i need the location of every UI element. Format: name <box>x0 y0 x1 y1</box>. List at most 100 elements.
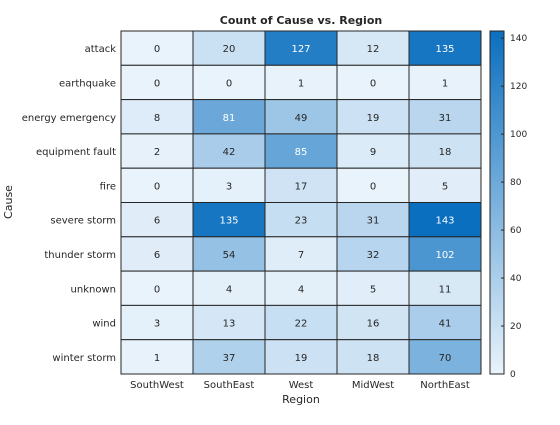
heatmap-cell <box>408 304 482 341</box>
heatmap-cell <box>408 64 482 101</box>
colorbar-tick-label: 60 <box>510 226 522 236</box>
heatmap-cell <box>192 339 266 375</box>
cell-value-label: 0 <box>154 44 160 55</box>
heatmap-cell <box>192 133 266 169</box>
colorbar-gradient <box>489 30 505 375</box>
y-tick-label: fire <box>100 181 116 192</box>
heatmap-cell <box>120 30 194 66</box>
cell-value-label: 6 <box>154 250 160 261</box>
cell-value-label: 127 <box>291 44 310 55</box>
colorbar-tick-label: 120 <box>510 82 527 92</box>
cell-value-label: 23 <box>295 216 308 227</box>
heatmap-cell <box>264 133 338 169</box>
cell-value-label: 8 <box>154 113 160 124</box>
heatmap-cell <box>192 270 266 306</box>
y-axis-label: Cause <box>2 185 15 219</box>
cell-value-label: 0 <box>154 284 160 295</box>
y-tick-label: equipment fault <box>36 147 116 158</box>
cell-value-label: 1 <box>298 78 304 89</box>
cell-value-label: 17 <box>295 181 308 192</box>
y-tick-label: wind <box>92 319 116 330</box>
cell-value-label: 0 <box>226 78 232 89</box>
cell-value-label: 1 <box>154 353 160 364</box>
cell-value-label: 1 <box>442 78 448 89</box>
x-tick-label: SouthEast <box>204 380 255 391</box>
x-tick-label: NorthEast <box>420 380 470 391</box>
heatmap-cell <box>192 30 266 66</box>
y-tick-label: winter storm <box>52 353 116 364</box>
cell-value-label: 135 <box>435 44 454 55</box>
cell-value-label: 3 <box>226 181 232 192</box>
heatmap-cell <box>192 167 266 203</box>
cell-value-label: 7 <box>298 250 304 261</box>
cell-value-label: 18 <box>439 147 452 158</box>
heatmap-cell <box>408 270 482 306</box>
cell-value-label: 4 <box>226 284 232 295</box>
heatmap-cell <box>120 270 194 306</box>
heatmap-cell <box>264 339 338 375</box>
cell-value-label: 4 <box>298 284 304 295</box>
y-tick-labels: attack earthquake energy emergency equipmen… <box>22 44 116 364</box>
cell-value-label: 12 <box>367 44 380 55</box>
cell-value-label: 37 <box>223 353 236 364</box>
y-tick-label: severe storm <box>50 216 116 227</box>
heatmap-cell <box>192 99 266 135</box>
heatmap-cell <box>264 202 338 238</box>
cell-value-label: 5 <box>370 284 376 295</box>
cell-value-label: 22 <box>295 319 308 330</box>
cell-value-label: 54 <box>223 250 236 261</box>
heatmap-cell <box>120 339 194 375</box>
heatmap-cell <box>192 202 266 238</box>
cell-value-label: 70 <box>439 353 452 364</box>
cell-value-label: 49 <box>295 113 308 124</box>
cell-value-label: 19 <box>295 353 308 364</box>
cell-value-label: 31 <box>439 113 452 124</box>
heatmap-cell <box>336 133 410 169</box>
y-tick-label: earthquake <box>59 78 116 89</box>
x-tick-label: MidWest <box>352 380 394 391</box>
cell-value-label: 135 <box>219 216 238 227</box>
cell-value-label: 31 <box>367 216 380 227</box>
cell-value-label: 0 <box>370 78 376 89</box>
colorbar-tick-label: 80 <box>510 178 522 188</box>
colorbar-tick-label: 0 <box>510 370 516 380</box>
cell-value-label: 41 <box>439 319 452 330</box>
x-tick-label: SouthWest <box>130 380 184 391</box>
heatmap-cell <box>264 30 338 66</box>
cell-value-label: 0 <box>154 78 160 89</box>
heatmap-cell <box>120 167 194 203</box>
chart-title: Count of Cause vs. Region <box>220 14 382 27</box>
cell-value-label: 0 <box>370 181 376 192</box>
colorbar-tick-label: 100 <box>510 130 527 140</box>
cell-value-label: 11 <box>439 284 452 295</box>
heatmap-cell <box>408 202 482 238</box>
heatmap-cell <box>264 304 338 341</box>
colorbar-tick-label: 20 <box>510 322 522 332</box>
heatmap-cell <box>336 339 410 375</box>
cell-value-label: 102 <box>435 250 454 261</box>
cell-value-label: 81 <box>223 113 236 124</box>
cell-value-label: 6 <box>154 216 160 227</box>
y-tick-label: unknown <box>71 284 116 295</box>
heatmap-cell <box>336 99 410 135</box>
cell-value-label: 0 <box>154 181 160 192</box>
heatmap-cell <box>264 167 338 203</box>
cell-value-label: 5 <box>442 181 448 192</box>
colorbar-tick-label: 140 <box>510 34 527 44</box>
cell-value-label: 9 <box>370 147 376 158</box>
y-tick-label: thunder storm <box>44 250 116 261</box>
cell-value-label: 32 <box>367 250 380 261</box>
colorbar-tick-label: 40 <box>510 274 522 284</box>
cell-value-label: 13 <box>223 319 236 330</box>
y-tick-label: energy emergency <box>22 113 116 124</box>
colorbar: 0 20 40 60 80 100 120 140 <box>489 30 527 380</box>
cell-value-label: 16 <box>367 319 380 330</box>
heatmap-cell <box>264 64 338 101</box>
heatmap-cell <box>336 270 410 306</box>
cell-value-label: 143 <box>435 216 454 227</box>
heatmap-cell <box>408 133 482 169</box>
cell-value-label: 42 <box>223 147 236 158</box>
